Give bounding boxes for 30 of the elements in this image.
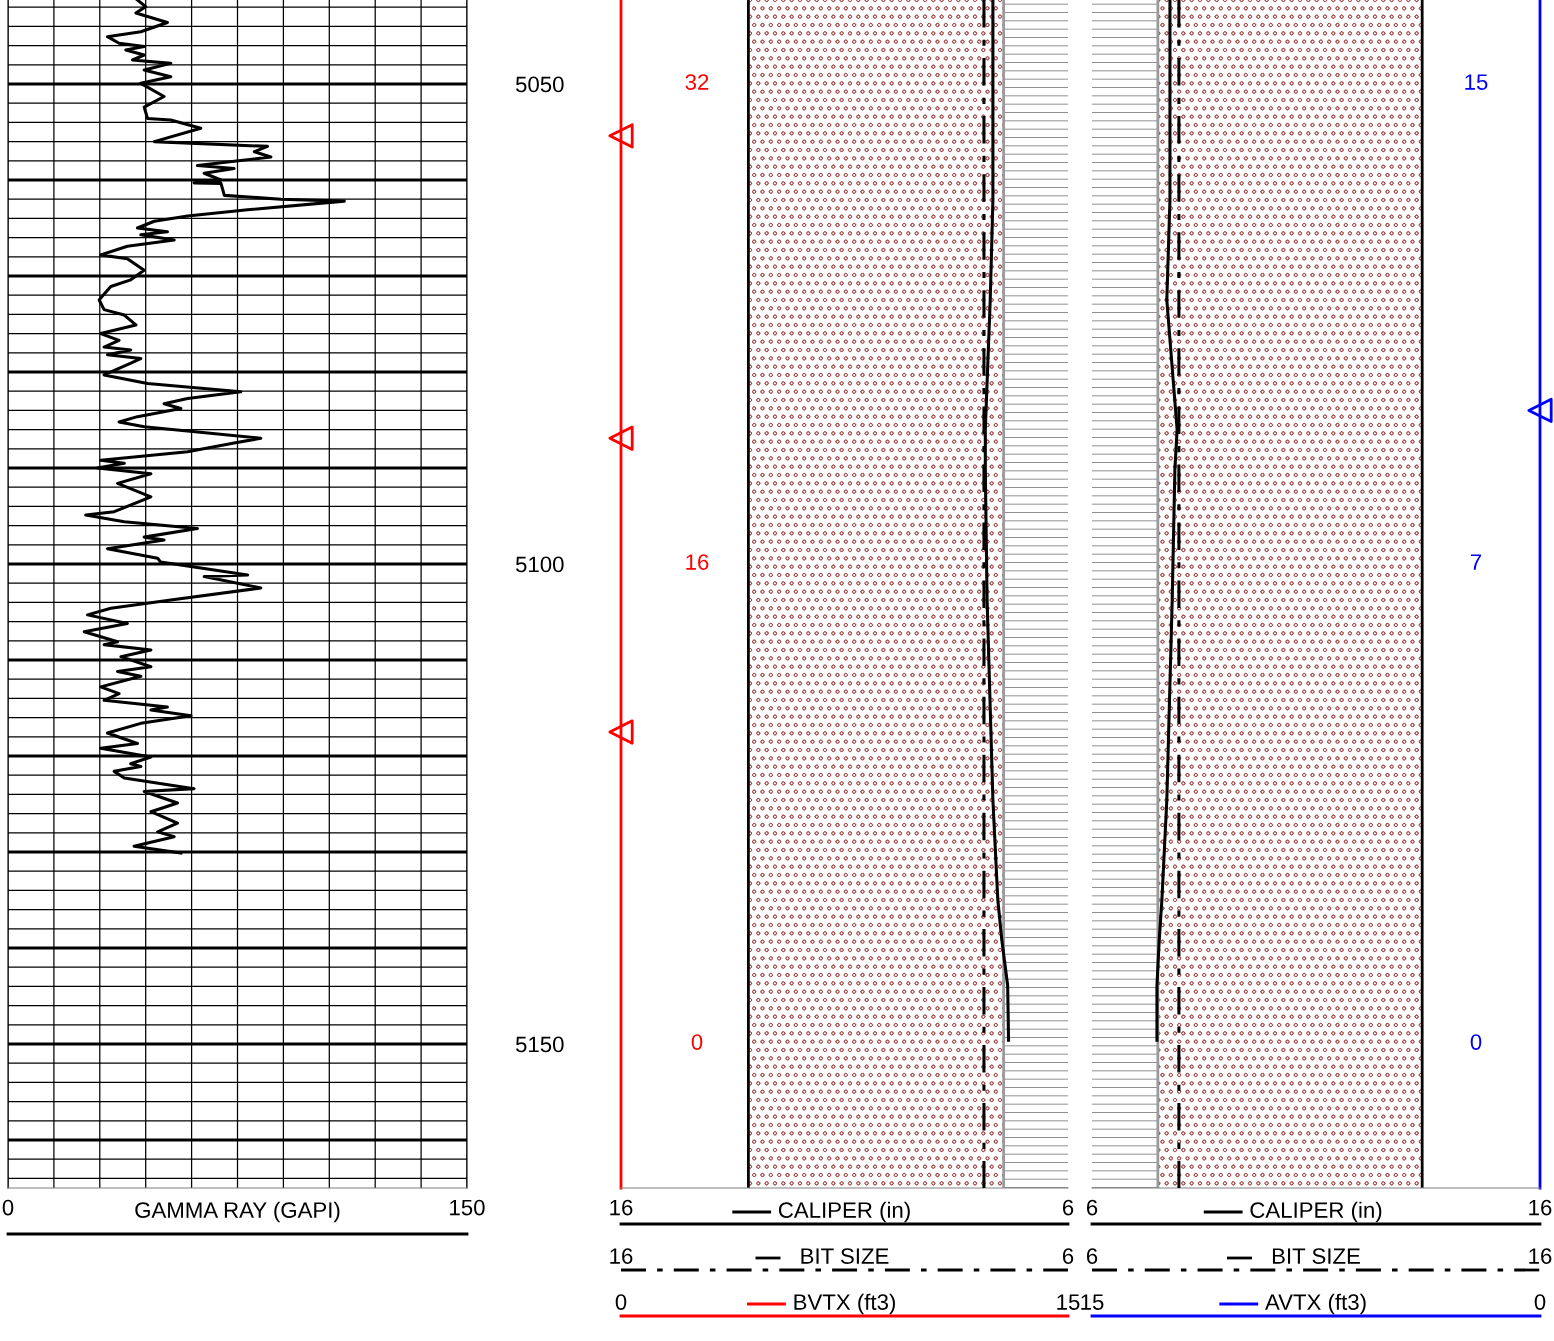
annotation: 0 (1470, 1034, 1482, 1050)
legend-label: AVTX (ft3) (1265, 1293, 1366, 1315)
x-tick-label: 0 (2, 1199, 14, 1216)
legend-label: BVTX (ft3) (794, 1293, 895, 1315)
legend-label: BIT SIZE (801, 1248, 889, 1264)
text: 6 (1086, 1248, 1098, 1264)
legend-label: BIT SIZE (1272, 1248, 1360, 1264)
x-tick-label: 150 (450, 1199, 485, 1216)
text: 6 (1062, 1248, 1074, 1264)
annotation: 32 (685, 74, 709, 90)
annotation: 0 (691, 1034, 703, 1050)
annotation: 7 (1470, 554, 1482, 570)
text: 0 (615, 1294, 627, 1310)
x-tick-label: 16 (610, 1199, 633, 1216)
legend-label: CALIPER (in) (778, 1201, 910, 1223)
annotation: 16 (686, 554, 709, 570)
x-tick-label: 6 (1086, 1199, 1098, 1216)
text: 16 (1529, 1248, 1552, 1264)
y-tick-label: 5150 (515, 1036, 564, 1053)
annotation: 15 (1465, 74, 1488, 90)
text: 15 (1057, 1294, 1080, 1310)
legend-label: CALIPER (in) (1250, 1201, 1382, 1223)
text: 15 (1081, 1294, 1104, 1310)
x-tick-label: 6 (1062, 1199, 1074, 1216)
text: 0 (1534, 1294, 1546, 1310)
x-axis-title: GAMMA RAY (GAPI) (135, 1201, 340, 1223)
x-tick-label: 16 (1529, 1199, 1552, 1216)
y-tick-label: 5050 (515, 76, 564, 93)
y-tick-label: 5100 (515, 556, 564, 573)
text: 16 (610, 1248, 633, 1264)
